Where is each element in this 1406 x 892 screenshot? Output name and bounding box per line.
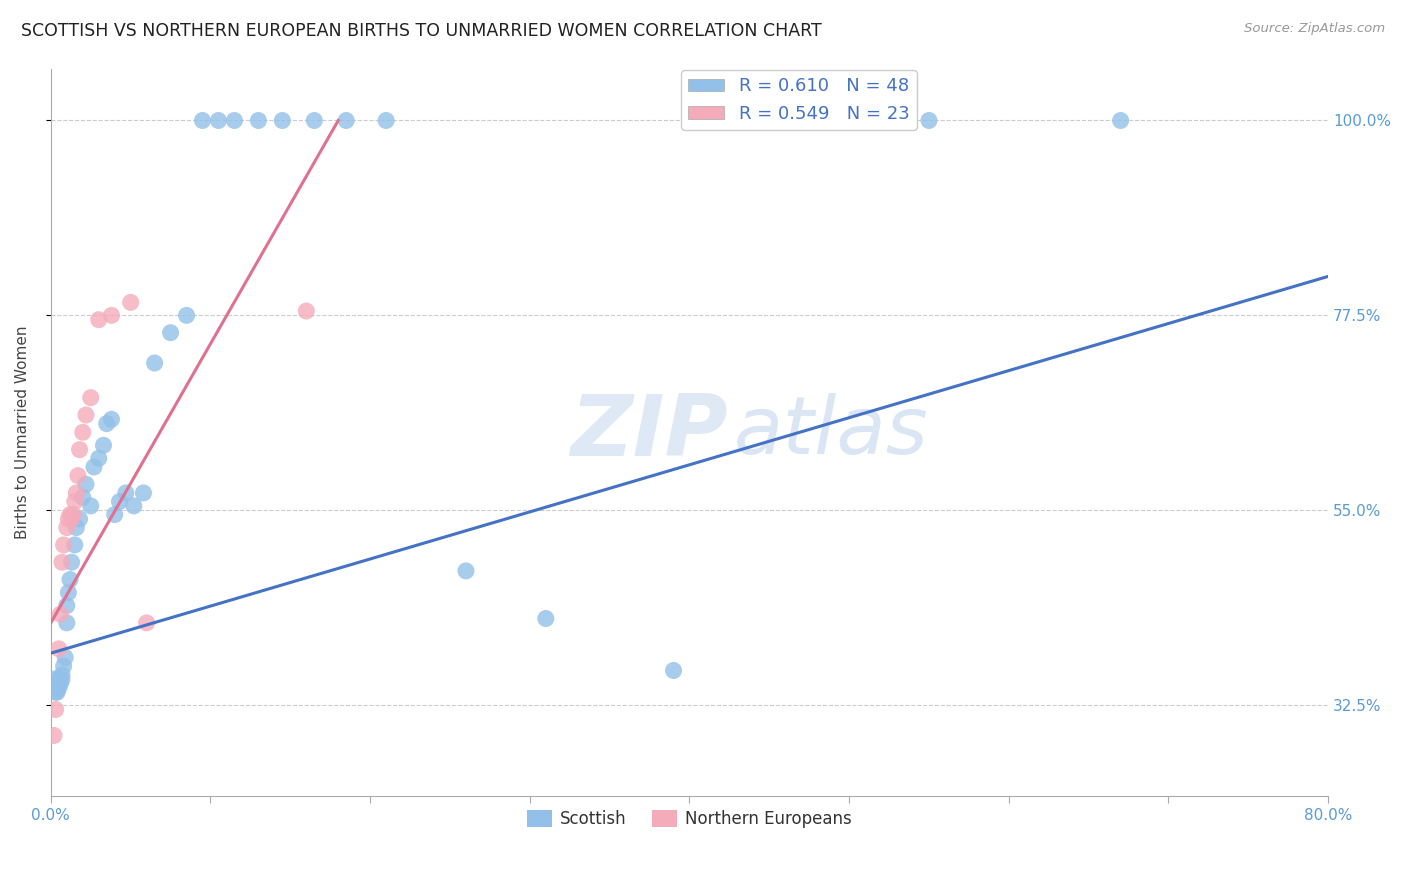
Point xyxy=(63,494,86,508)
Point xyxy=(60,555,83,569)
Point xyxy=(52,659,75,673)
Point xyxy=(59,508,82,522)
Point xyxy=(66,468,89,483)
Point xyxy=(49,676,72,690)
Point xyxy=(48,641,70,656)
Point xyxy=(52,538,75,552)
Point xyxy=(69,512,91,526)
Point xyxy=(45,681,67,695)
Point xyxy=(120,295,142,310)
Point xyxy=(75,477,97,491)
Point xyxy=(918,113,941,128)
Point xyxy=(69,442,91,457)
Point xyxy=(104,508,127,522)
Point xyxy=(48,681,70,695)
Point xyxy=(454,564,477,578)
Point xyxy=(58,512,80,526)
Point xyxy=(100,309,122,323)
Point xyxy=(46,685,69,699)
Point xyxy=(143,356,166,370)
Point xyxy=(51,555,73,569)
Point xyxy=(295,304,318,318)
Point xyxy=(87,312,110,326)
Text: Source: ZipAtlas.com: Source: ZipAtlas.com xyxy=(1244,22,1385,36)
Point xyxy=(93,438,115,452)
Point xyxy=(534,611,557,625)
Point xyxy=(1109,113,1132,128)
Point xyxy=(42,672,65,686)
Point xyxy=(65,520,87,534)
Point xyxy=(48,672,70,686)
Y-axis label: Births to Unmarried Women: Births to Unmarried Women xyxy=(15,326,30,539)
Point xyxy=(100,412,122,426)
Point xyxy=(304,113,326,128)
Point xyxy=(80,499,103,513)
Point xyxy=(75,408,97,422)
Point xyxy=(122,499,145,513)
Point xyxy=(135,615,157,630)
Point xyxy=(65,486,87,500)
Point xyxy=(56,520,79,534)
Point xyxy=(247,113,270,128)
Point xyxy=(72,425,94,440)
Text: ZIP: ZIP xyxy=(571,391,728,474)
Point xyxy=(62,508,84,522)
Point xyxy=(132,486,155,500)
Point xyxy=(45,702,67,716)
Point xyxy=(58,585,80,599)
Point xyxy=(72,490,94,504)
Point xyxy=(80,391,103,405)
Point xyxy=(108,494,131,508)
Point xyxy=(63,538,86,552)
Point xyxy=(51,668,73,682)
Point xyxy=(59,573,82,587)
Point xyxy=(83,459,105,474)
Point xyxy=(60,512,83,526)
Point xyxy=(49,607,72,622)
Point xyxy=(375,113,398,128)
Point xyxy=(115,486,138,500)
Text: atlas: atlas xyxy=(734,393,929,471)
Point xyxy=(176,309,198,323)
Point xyxy=(159,326,181,340)
Point xyxy=(56,599,79,613)
Point xyxy=(224,113,246,128)
Text: SCOTTISH VS NORTHERN EUROPEAN BIRTHS TO UNMARRIED WOMEN CORRELATION CHART: SCOTTISH VS NORTHERN EUROPEAN BIRTHS TO … xyxy=(21,22,823,40)
Point xyxy=(207,113,229,128)
Point xyxy=(335,113,357,128)
Point xyxy=(191,113,214,128)
Point xyxy=(51,672,73,686)
Point xyxy=(45,685,67,699)
Point xyxy=(271,113,294,128)
Legend: Scottish, Northern Europeans: Scottish, Northern Europeans xyxy=(520,804,859,835)
Point xyxy=(56,615,79,630)
Point xyxy=(87,451,110,466)
Point xyxy=(53,650,76,665)
Point xyxy=(96,417,118,431)
Point xyxy=(42,729,65,743)
Point xyxy=(662,664,685,678)
